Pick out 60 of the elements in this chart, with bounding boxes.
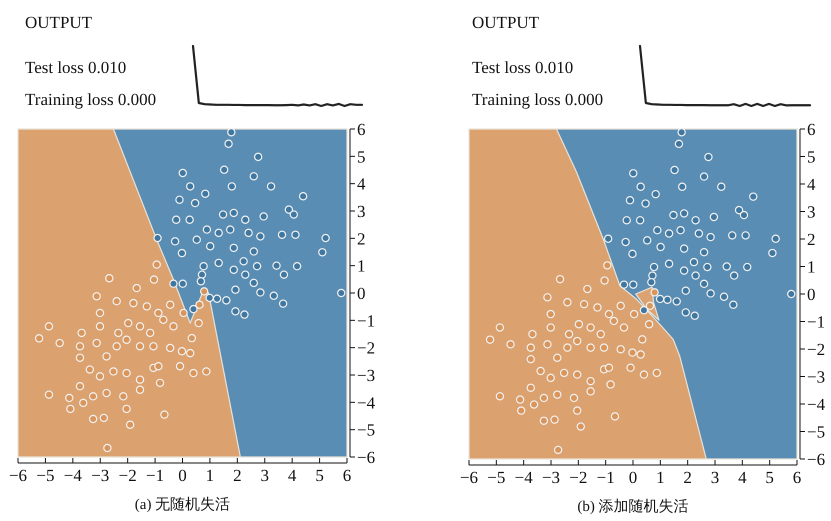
y-tick-label: −5 [357,420,376,440]
y-tick-label: 3 [807,202,816,222]
x-tick-label: 1 [656,468,665,487]
x-tick-label: −6 [8,466,28,485]
text: Training loss 0.000 [472,90,604,109]
x-tick-label: −3 [91,466,110,485]
text: Test loss 0.010 [25,58,126,77]
text: (b) 添加随机失活 [577,498,689,515]
y-tick-label: −1 [357,311,376,330]
x-tick-label: 5 [765,468,774,487]
x-tick-label: 0 [628,468,638,487]
y-tick-label: −2 [357,338,376,358]
y-tick-label: 3 [357,202,366,221]
x-tick-label: 4 [738,468,748,487]
x-tick-label: 3 [710,468,720,487]
x-tick-label: 1 [206,466,214,485]
y-tick-label: 1 [807,258,816,276]
y-tick-label: −5 [807,422,826,442]
x-tick-label: 6 [342,466,352,485]
x-tick-label: −4 [64,466,82,485]
y-tick-label: 5 [357,147,366,166]
x-tick-label: −5 [36,466,54,485]
y-tick-label: −6 [807,450,826,469]
y-tick-label: 4 [357,174,366,194]
y-tick-label: 4 [807,175,816,194]
y-tick-label: −4 [807,395,826,414]
chart-title: OUTPUT [472,13,540,32]
y-tick-label: −6 [357,448,376,467]
x-tick-label: 6 [792,468,802,487]
y-tick-label: 1 [357,256,366,276]
y-tick-label: −4 [357,393,376,412]
x-tick-label: 5 [315,466,324,485]
y-tick-label: −3 [357,366,376,385]
chart-title: OUTPUT [25,13,93,32]
x-tick-label: −2 [118,466,137,485]
y-tick-label: 2 [807,230,816,249]
y-tick-label: 5 [807,148,816,166]
x-tick-label: −1 [146,466,164,485]
y-tick-label: 6 [807,120,816,139]
y-tick-label: 2 [357,229,366,248]
x-tick-label: −2 [569,468,588,487]
y-tick-label: −2 [807,340,826,359]
y-tick-label: 0 [357,284,366,303]
x-tick-label: −3 [542,468,560,487]
x-tick-label: 4 [288,466,297,485]
text: (a) 无随机失活 [134,496,230,513]
x-tick-label: −4 [514,468,534,487]
x-tick-label: −6 [460,468,478,487]
text: Test loss 0.010 [472,58,574,77]
text: Training loss 0.000 [25,90,156,109]
y-tick-label: 0 [807,285,816,304]
x-tick-label: 0 [178,466,187,485]
x-tick-label: −1 [596,468,615,487]
x-tick-label: 3 [260,466,269,485]
y-tick-label: −3 [807,368,826,386]
y-tick-label: −1 [807,312,826,332]
x-tick-label: 2 [683,468,692,487]
x-tick-label: 2 [233,466,242,485]
y-tick-label: 6 [357,120,366,139]
x-tick-label: −5 [487,468,506,487]
